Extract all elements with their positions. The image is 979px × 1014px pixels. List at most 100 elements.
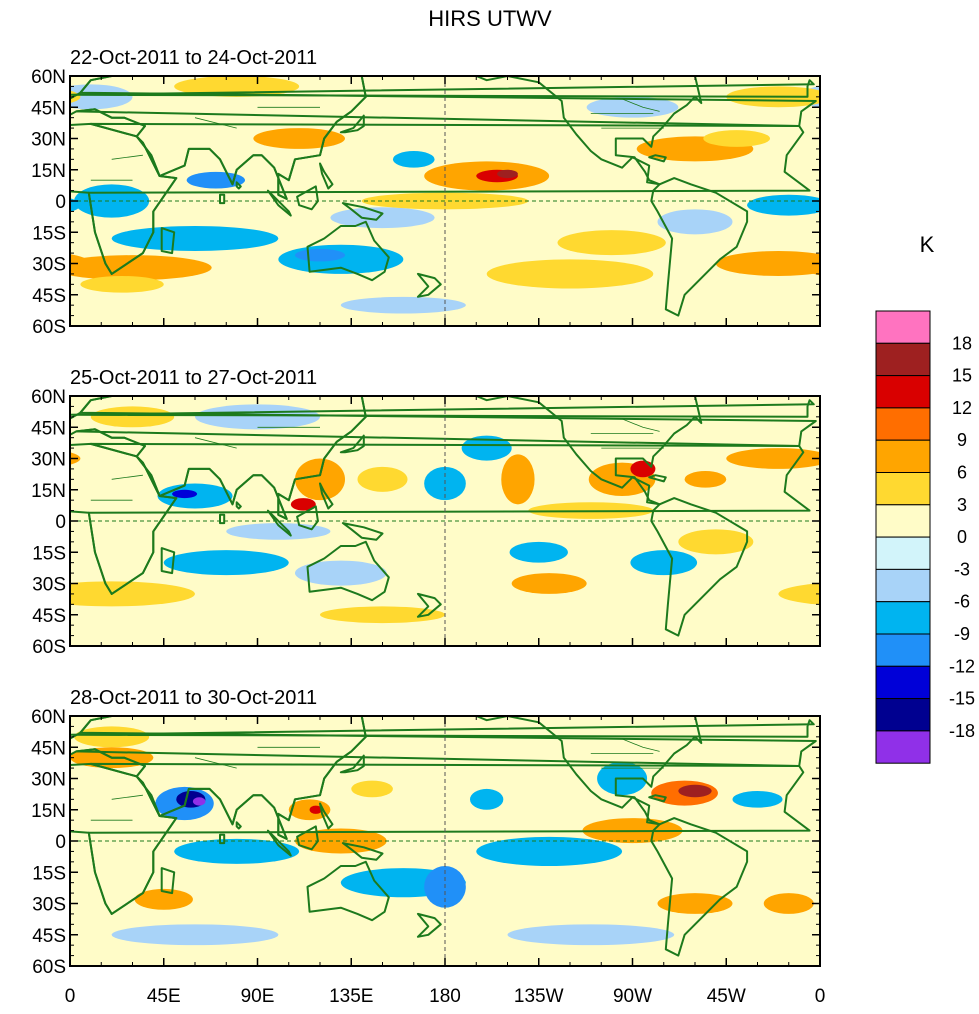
coastline bbox=[219, 193, 226, 205]
anomaly-region bbox=[509, 541, 568, 563]
coastline bbox=[0, 375, 18, 396]
colorbar-level-label: -15 bbox=[949, 689, 975, 709]
coastline bbox=[341, 842, 384, 861]
lat-label: 45S bbox=[32, 286, 66, 307]
anomaly-region bbox=[111, 924, 279, 946]
anomaly-region bbox=[507, 924, 675, 946]
coastline bbox=[0, 55, 18, 76]
anomaly-region bbox=[715, 251, 820, 276]
lat-label: 60N bbox=[31, 707, 66, 728]
lon-label: 135W bbox=[514, 986, 564, 1007]
lat-label: 30N bbox=[31, 450, 66, 471]
colorbar-box bbox=[875, 568, 931, 603]
anomaly-region bbox=[486, 259, 654, 289]
coastline bbox=[219, 513, 226, 525]
map-panel-3: 28-Oct-2011 to 30-Oct-2011 60N 45N 30N 15N 0… bbox=[31, 687, 825, 1007]
lat-label: 0 bbox=[55, 832, 66, 853]
colorbar-level-label: -6 bbox=[954, 592, 970, 612]
lon-label: 45E bbox=[147, 986, 181, 1007]
panel-2-period: 25-Oct-2011 to 27-Oct-2011 bbox=[70, 367, 317, 389]
map-panel-2: 25-Oct-2011 to 27-Oct-2011 60N 45N 30N 15N 0… bbox=[0, 367, 821, 658]
anomaly-region bbox=[163, 550, 289, 576]
anomaly-region bbox=[70, 198, 81, 213]
border-line bbox=[580, 738, 660, 752]
border-line bbox=[111, 794, 143, 800]
panel-3-axes: 60N 45N 30N 15N 0 15S 30S 45S 60S 0 45E 90E 135E 180 1… bbox=[31, 707, 825, 1007]
coastline bbox=[70, 79, 815, 98]
anomaly-region bbox=[70, 581, 195, 607]
figure-title: HIRS UTWV bbox=[428, 6, 552, 31]
colorbar-level-label: 9 bbox=[957, 430, 967, 450]
coastline bbox=[339, 114, 365, 134]
lon-label: 90W bbox=[613, 986, 652, 1007]
anomaly-region bbox=[340, 296, 466, 314]
colorbar-level-label: 12 bbox=[952, 398, 972, 418]
coastline bbox=[704, 76, 721, 77]
coastline bbox=[416, 272, 442, 298]
anomaly-region bbox=[80, 276, 164, 293]
coastline bbox=[475, 76, 703, 186]
lat-label: 30S bbox=[32, 255, 66, 276]
coastline bbox=[296, 185, 319, 211]
colorbar-box bbox=[875, 375, 931, 409]
lon-label: 0 bbox=[815, 986, 826, 1007]
lat-label: 60N bbox=[31, 67, 66, 88]
lat-label: 60S bbox=[32, 317, 66, 338]
border-line bbox=[194, 757, 237, 769]
coastline bbox=[650, 177, 749, 317]
lon-label: 135E bbox=[329, 986, 373, 1007]
coastline bbox=[70, 399, 815, 418]
panel-1-axes: 60N 45N 30N 15N 0 15S 30S 45S 60S bbox=[31, 67, 821, 338]
coastline bbox=[341, 522, 384, 541]
colorbar-level-label: -12 bbox=[949, 656, 975, 676]
lat-label: 0 bbox=[55, 192, 66, 213]
lat-label: 45S bbox=[32, 926, 66, 947]
coastline bbox=[341, 202, 384, 221]
colorbar-box bbox=[875, 310, 931, 344]
anomaly-region bbox=[630, 550, 698, 576]
lat-label: 15S bbox=[32, 543, 66, 564]
colorbar-box bbox=[875, 407, 931, 441]
anomaly-region bbox=[330, 207, 435, 229]
anomaly-region bbox=[134, 888, 193, 910]
colorbar-box bbox=[875, 536, 931, 570]
coastline bbox=[704, 396, 721, 397]
lat-label: 15S bbox=[32, 863, 66, 884]
lat-label: 30S bbox=[32, 575, 66, 596]
colorbar-level-label: 0 bbox=[957, 527, 967, 547]
colorbar-level-label: 18 bbox=[952, 333, 972, 353]
coastline bbox=[70, 76, 367, 200]
lon-label: 90E bbox=[241, 986, 275, 1007]
coastline bbox=[704, 716, 721, 717]
anomaly-region bbox=[295, 248, 345, 262]
anomaly-region bbox=[392, 151, 435, 168]
lat-label: 60N bbox=[31, 387, 66, 408]
anomaly-region bbox=[111, 226, 279, 251]
coastline bbox=[266, 189, 292, 217]
colorbar-boxes bbox=[875, 310, 931, 764]
colorbar-level-label: 15 bbox=[952, 366, 972, 386]
coastline bbox=[475, 716, 703, 826]
anomaly-region bbox=[174, 838, 300, 864]
colorbar-labels: 18 15 12 9 6 3 0 -3 -6 -9 -12 -15 -18 bbox=[949, 333, 975, 741]
coastline bbox=[339, 434, 365, 454]
coastline bbox=[648, 474, 667, 483]
coastline bbox=[235, 501, 242, 510]
coastline bbox=[235, 181, 242, 190]
lon-label: 45W bbox=[707, 986, 746, 1007]
anomaly-region bbox=[461, 435, 512, 461]
anomaly-region bbox=[320, 606, 445, 624]
anomaly-region bbox=[90, 406, 175, 428]
anomaly-region bbox=[74, 726, 150, 748]
border-line bbox=[580, 418, 660, 432]
coastline bbox=[650, 497, 749, 637]
anomaly-region bbox=[476, 836, 623, 867]
coastline bbox=[319, 482, 334, 510]
border-line bbox=[194, 117, 237, 129]
colorbar-box bbox=[875, 342, 931, 377]
anomaly-region bbox=[351, 780, 393, 798]
coastline bbox=[319, 162, 334, 190]
lon-label: 180 bbox=[429, 986, 461, 1007]
colorbar-box bbox=[875, 698, 931, 732]
